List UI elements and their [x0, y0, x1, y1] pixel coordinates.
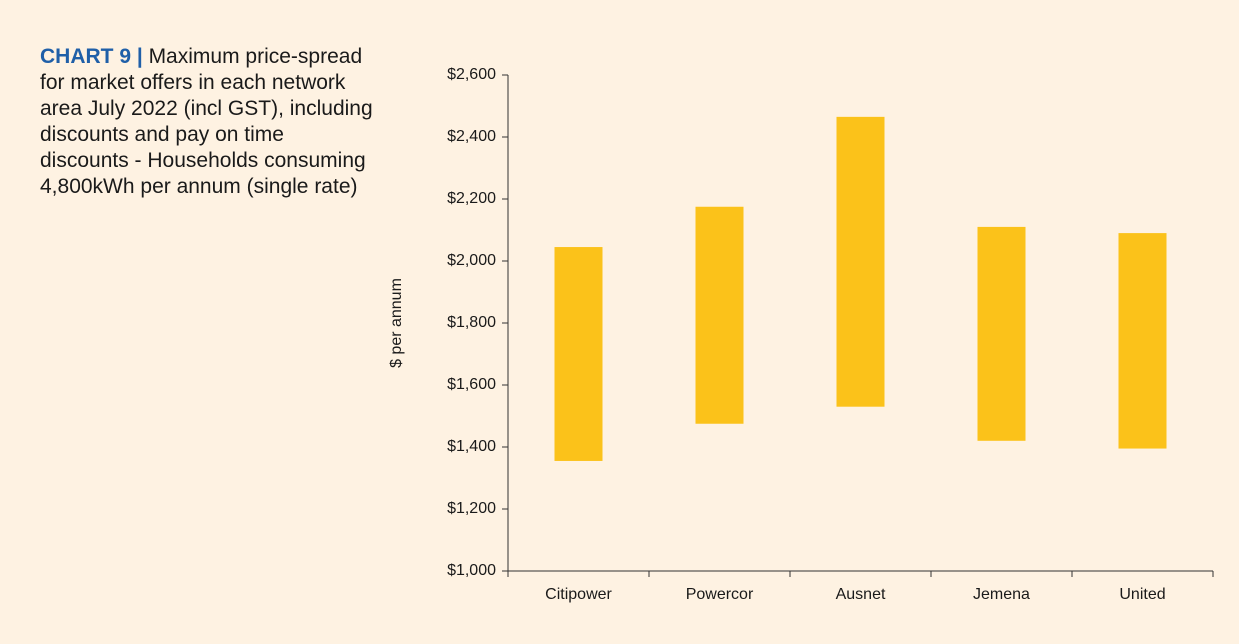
y-tick-label: $2,600 [447, 66, 496, 83]
x-tick-label: Jemena [973, 586, 1030, 603]
title-text: Maximum price-spread for market offers i… [40, 45, 373, 198]
y-tick-label: $1,400 [447, 438, 496, 455]
y-tick-label: $2,200 [447, 190, 496, 207]
x-tick-label: United [1119, 586, 1165, 603]
chart-title: CHART 9 | Maximum price-spread for marke… [40, 44, 375, 200]
bar [695, 206, 744, 424]
bar [554, 247, 603, 461]
bar [1118, 233, 1167, 449]
x-tick-label: Powercor [686, 586, 754, 603]
y-tick-label: $1,600 [447, 376, 496, 393]
bar [977, 226, 1026, 441]
x-tick-label: Citipower [545, 586, 612, 603]
y-tick-label: $1,200 [447, 500, 496, 517]
y-tick-label: $2,000 [447, 252, 496, 269]
y-tick-label: $2,400 [447, 128, 496, 145]
y-axis-label: $ per annum [388, 278, 405, 368]
y-tick-label: $1,000 [447, 562, 496, 579]
y-tick-label: $1,800 [447, 314, 496, 331]
x-tick-label: Ausnet [836, 586, 886, 603]
bar [836, 116, 885, 407]
title-label: CHART 9 | [40, 45, 143, 68]
